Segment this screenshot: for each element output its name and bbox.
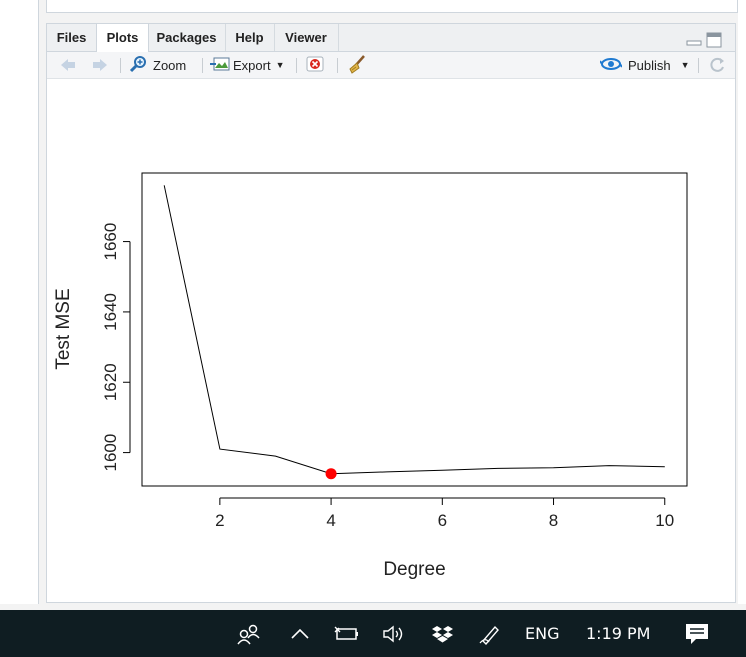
- publish-dropdown-icon: ▼: [680, 60, 690, 70]
- toolbar-divider: [698, 58, 699, 73]
- series-line: [163, 185, 665, 475]
- maximize-icon[interactable]: [706, 32, 722, 52]
- clear-all-button[interactable]: [347, 52, 367, 78]
- tab-plots[interactable]: Plots: [96, 24, 149, 52]
- refresh-icon[interactable]: [708, 52, 726, 78]
- chevron-up-icon[interactable]: [290, 610, 310, 657]
- clock[interactable]: 1:19 PM: [586, 624, 651, 643]
- toolbar-divider: [296, 58, 297, 73]
- tab-viewer[interactable]: Viewer: [274, 24, 339, 51]
- tab-help[interactable]: Help: [225, 24, 275, 51]
- publish-label: Publish: [628, 57, 671, 73]
- y-tick-label: 1600: [101, 434, 120, 472]
- x-axis-label: Degree: [383, 559, 445, 580]
- volume-icon[interactable]: [382, 610, 408, 657]
- notification-icon[interactable]: [684, 610, 710, 657]
- min-point-marker: [325, 468, 337, 480]
- dropbox-icon[interactable]: [431, 610, 455, 657]
- export-label: Export: [233, 57, 271, 73]
- plots-pane: Files Plots Packages Help Viewer Zoom: [46, 23, 736, 603]
- export-icon: [210, 56, 230, 75]
- publish-button[interactable]: Publish ▼: [599, 52, 690, 78]
- back-arrow-icon[interactable]: [59, 52, 77, 78]
- export-button[interactable]: Export ▼: [210, 52, 285, 78]
- publish-icon: [599, 56, 623, 75]
- people-icon[interactable]: [236, 610, 262, 657]
- forward-arrow-icon[interactable]: [91, 52, 109, 78]
- x-tick-label: 10: [655, 511, 674, 530]
- toolbar-divider: [337, 58, 338, 73]
- y-tick-label: 1620: [101, 363, 120, 401]
- remove-plot-button[interactable]: [306, 52, 324, 78]
- zoom-label: Zoom: [153, 57, 187, 73]
- y-axis-label: Test MSE: [53, 288, 74, 369]
- left-pane: [0, 0, 39, 604]
- zoom-button[interactable]: Zoom: [129, 52, 186, 78]
- battery-icon[interactable]: [334, 610, 360, 657]
- plot-canvas: 2 4 6 8 10 1600 1620 1640 1660 Degree Test MSE: [53, 172, 688, 580]
- upper-pane-edge: [46, 0, 738, 13]
- zoom-icon: [129, 55, 147, 76]
- windows-taskbar: ENG 1:19 PM: [0, 610, 746, 657]
- right-gutter: [738, 0, 746, 604]
- export-dropdown-icon: ▼: [275, 60, 285, 70]
- y-tick-label: 1640: [101, 293, 120, 331]
- toolbar-divider: [202, 58, 203, 73]
- plots-toolbar: Zoom Export ▼ Publish ▼: [47, 52, 735, 79]
- plot-area: 2 4 6 8 10 1600 1620 1640 1660 Degree Test MSE: [47, 79, 735, 602]
- x-tick-label: 2: [215, 511, 224, 530]
- toolbar-divider: [120, 58, 121, 73]
- y-tick-label: 1660: [101, 223, 120, 261]
- x-tick-label: 8: [549, 511, 558, 530]
- x-tick-label: 4: [326, 511, 335, 530]
- tab-packages[interactable]: Packages: [148, 24, 226, 51]
- x-axis: 2 4 6 8 10: [215, 497, 674, 530]
- plot-frame: [141, 172, 688, 487]
- tab-files[interactable]: Files: [47, 24, 97, 51]
- minimize-icon[interactable]: [686, 32, 702, 51]
- broom-icon: [347, 54, 367, 77]
- y-axis: 1600 1620 1640 1660: [101, 223, 131, 472]
- language-indicator[interactable]: ENG: [525, 624, 560, 643]
- x-tick-label: 6: [438, 511, 447, 530]
- remove-plot-icon: [306, 56, 324, 75]
- pen-icon[interactable]: [479, 610, 503, 657]
- pane-tabbar: Files Plots Packages Help Viewer: [47, 24, 735, 52]
